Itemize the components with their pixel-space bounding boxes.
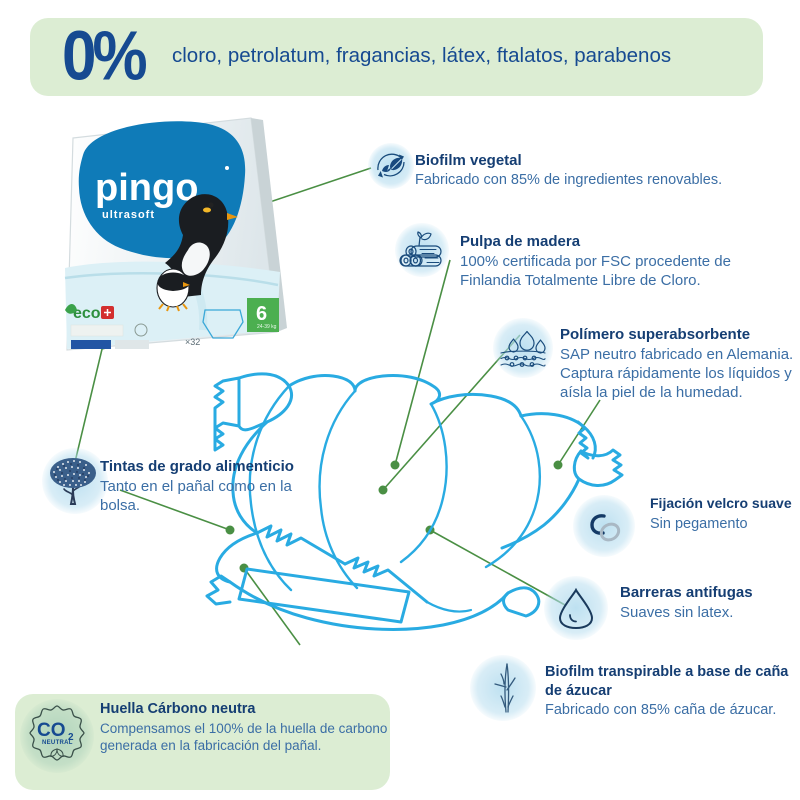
svg-text:CO: CO: [37, 720, 66, 741]
svg-text:NEUTRAL: NEUTRAL: [42, 740, 73, 746]
svg-text:pingo: pingo: [95, 167, 198, 209]
svg-text:eco: eco: [73, 305, 101, 322]
svg-text:6: 6: [256, 303, 267, 325]
svg-text:ultrasoft: ultrasoft: [102, 209, 155, 221]
svg-text:×32: ×32: [185, 337, 200, 347]
svg-text:24-39 kg: 24-39 kg: [257, 324, 277, 330]
